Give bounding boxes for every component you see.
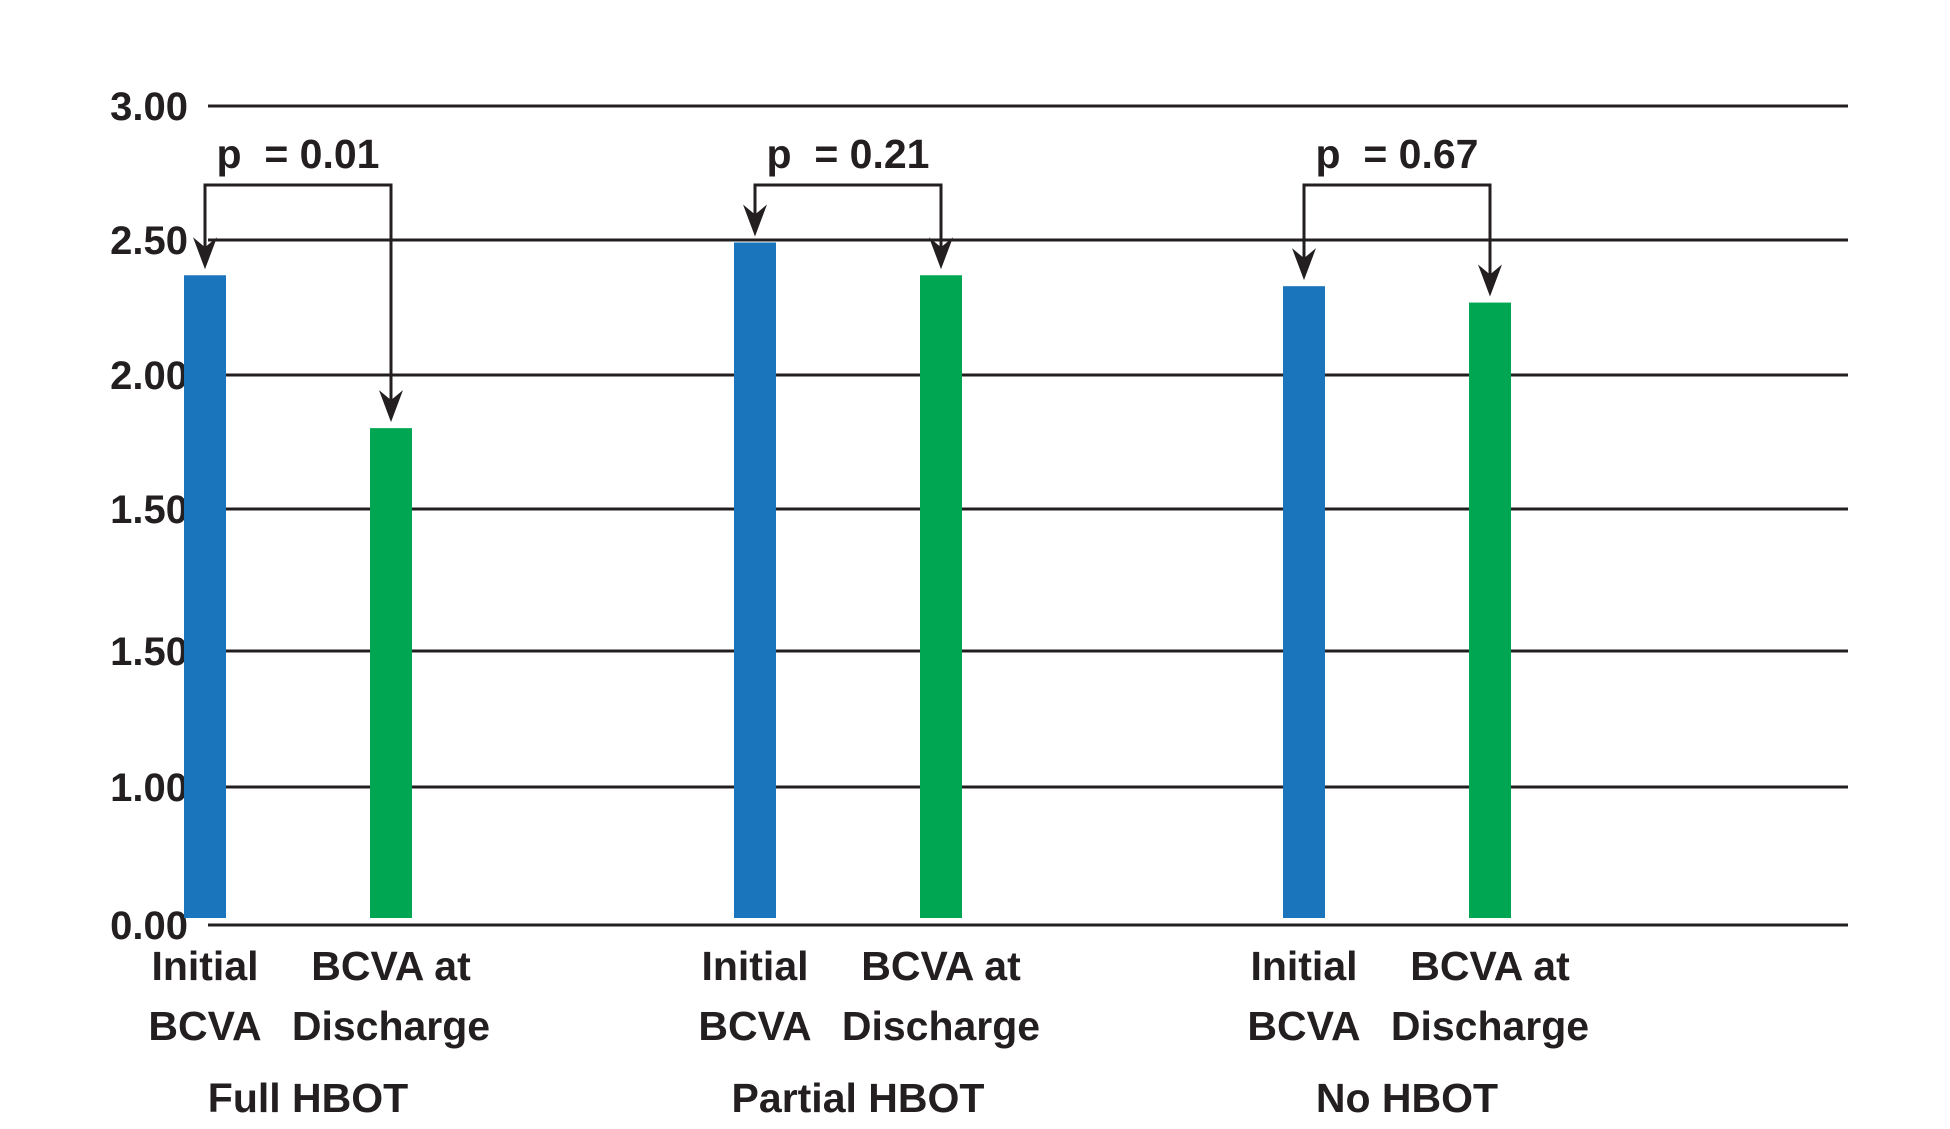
arrowhead [743,204,767,237]
arrowhead [379,390,403,423]
bar-category-label: Discharge [842,1003,1040,1049]
bar-category-label: Initial [701,943,808,989]
bar-category-label: BCVA at [861,943,1021,989]
bar-category-label: Discharge [1391,1003,1589,1049]
gridlines [208,104,1848,927]
category-labels: Initial BCVA BCVA at Discharge Full HBOT Init… [148,943,1589,1121]
bar [920,275,962,918]
bar [370,428,412,918]
p-value-label: p = 0.01 [217,131,380,177]
significance-brackets: p = 0.01 p = 0.21 p = 0.67 [193,131,1502,423]
significance-bracket [203,183,393,401]
y-tick-label: 0.00 [110,904,188,948]
bar [734,242,776,918]
arrowhead [1478,264,1502,297]
significance-bracket [1302,183,1492,275]
y-axis-tick-labels: 0.00 1.00 1.50 1.50 2.00 2.50 3.00 [110,85,188,948]
y-tick-label: 1.00 [110,766,188,810]
bar [1283,286,1325,918]
bar-category-label: BCVA [698,1003,811,1049]
y-tick-label: 1.50 [110,630,188,674]
bar-category-label: Initial [151,943,258,989]
bar-category-label: Discharge [292,1003,490,1049]
bar-category-label: BCVA [148,1003,261,1049]
bar-category-label: Initial [1250,943,1357,989]
significance-bracket [753,183,943,248]
p-value-label: p = 0.67 [1316,131,1479,177]
bar [1469,302,1511,918]
y-tick-label: 3.00 [110,85,188,129]
y-tick-label: 2.00 [110,354,188,398]
bar [184,275,226,918]
bar-category-label: BCVA at [1410,943,1570,989]
y-tick-label: 1.50 [110,488,188,532]
y-tick-label: 2.50 [110,219,188,263]
group-label: No HBOT [1316,1075,1498,1121]
bar-category-label: BCVA at [311,943,471,989]
bar-category-label: BCVA [1247,1003,1360,1049]
bars [184,242,1511,918]
arrowhead [929,237,953,270]
group-label: Partial HBOT [732,1075,985,1121]
p-value-label: p = 0.21 [767,131,930,177]
arrowhead [193,237,217,270]
group-label: Full HBOT [208,1075,408,1121]
arrowhead [1292,248,1316,281]
